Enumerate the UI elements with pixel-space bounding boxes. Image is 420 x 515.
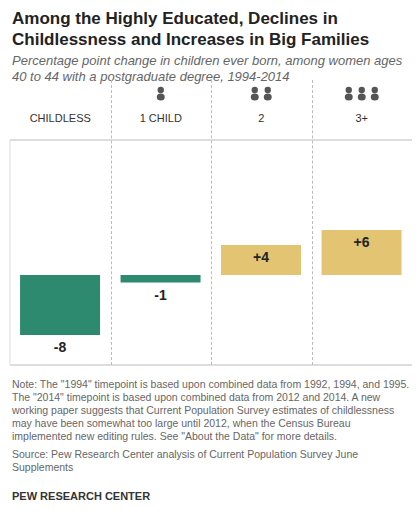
- html-text:Note: The "1994" timepoint is: Note: The "1994" timepoint is based upon…: [12, 378, 410, 442]
- html-text:Source: Pew Research Center an: Source: Pew Research Center analysis of …: [12, 448, 359, 473]
- svg-text:2: 2: [258, 112, 264, 124]
- html-text:PEW RESEARCH CENTER: PEW RESEARCH CENTER: [12, 490, 151, 502]
- svg-text:+6: +6: [354, 234, 370, 250]
- svg-text:+4: +4: [253, 249, 269, 265]
- svg-text:-8: -8: [54, 339, 67, 355]
- svg-text:CHILDLESS: CHILDLESS: [30, 112, 91, 124]
- svg-text:3+: 3+: [355, 112, 368, 124]
- svg-text:-1: -1: [154, 287, 167, 303]
- html-text:Percentage point change in chi: Percentage point change in children ever…: [12, 53, 403, 84]
- html-text:Among the Highly Educated, Dec: Among the Highly Educated, Declines in C…: [12, 9, 370, 49]
- svg-text:1 CHILD: 1 CHILD: [140, 112, 182, 124]
